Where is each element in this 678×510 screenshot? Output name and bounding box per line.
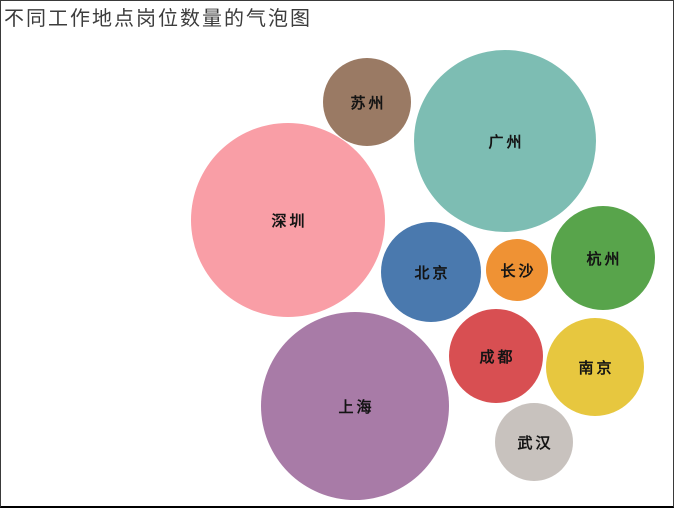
bubble-label-hangzhou: 杭州 [586, 251, 623, 268]
bubble-wuhan[interactable]: 武汉 [495, 403, 573, 481]
bubble-chengdu[interactable]: 成都 [449, 309, 543, 403]
bubble-label-guangzhou: 广州 [488, 134, 525, 151]
chart-title: 不同工作地点岗位数量的气泡图 [4, 8, 312, 30]
bubble-shanghai[interactable]: 上海 [261, 312, 449, 500]
bubble-shenzhen[interactable]: 深圳 [191, 123, 385, 317]
bubble-label-shanghai: 上海 [338, 399, 375, 416]
bubble-label-nanjing: 南京 [578, 360, 615, 377]
bubble-label-wuhan: 武汉 [517, 435, 554, 452]
bubble-label-shenzhen: 深圳 [271, 213, 308, 230]
bubble-label-changsha: 长沙 [500, 263, 537, 280]
bubble-label-chengdu: 成都 [479, 349, 516, 366]
bubble-hangzhou[interactable]: 杭州 [551, 206, 655, 310]
bubble-suzhou[interactable]: 苏州 [323, 58, 411, 146]
bubble-label-suzhou: 苏州 [350, 95, 387, 112]
bubble-beijing[interactable]: 北京 [381, 222, 481, 322]
bubble-nanjing[interactable]: 南京 [546, 318, 644, 416]
bubble-guangzhou[interactable]: 广州 [414, 50, 596, 232]
bubble-changsha[interactable]: 长沙 [486, 239, 548, 301]
bubble-label-beijing: 北京 [414, 265, 451, 282]
